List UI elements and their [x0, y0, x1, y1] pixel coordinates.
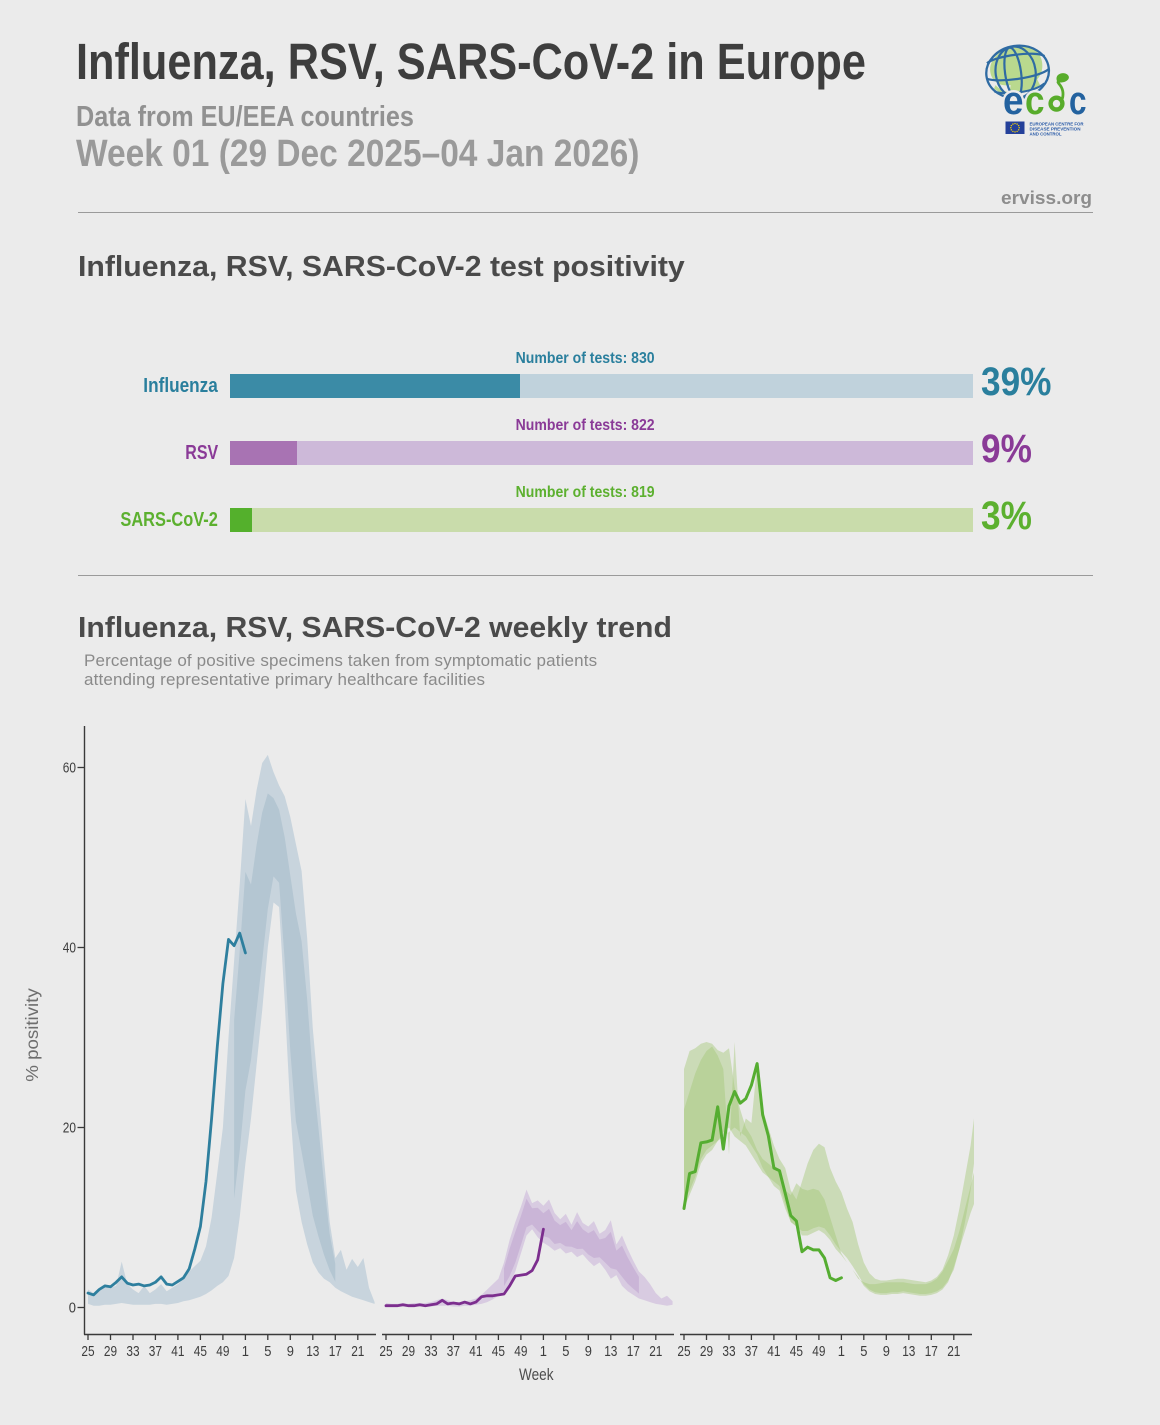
svg-text:5: 5 [562, 1344, 569, 1360]
svg-text:33: 33 [126, 1344, 139, 1360]
svg-text:33: 33 [424, 1344, 437, 1360]
svg-text:60: 60 [63, 761, 76, 777]
svg-text:25: 25 [677, 1344, 690, 1360]
svg-text:21: 21 [947, 1344, 960, 1360]
svg-text:41: 41 [171, 1344, 184, 1360]
svg-text:17: 17 [925, 1344, 938, 1360]
svg-text:45: 45 [790, 1344, 803, 1360]
svg-text:25: 25 [81, 1344, 94, 1360]
svg-text:EUROPEAN CENTRE FOR: EUROPEAN CENTRE FOR [1030, 122, 1084, 128]
svg-text:25: 25 [379, 1344, 392, 1360]
svg-text:9: 9 [585, 1344, 592, 1360]
svg-text:29: 29 [104, 1344, 117, 1360]
svg-text:% positivity: % positivity [22, 988, 42, 1082]
svg-text:0: 0 [69, 1301, 76, 1317]
svg-text:1: 1 [242, 1344, 249, 1360]
svg-text:41: 41 [767, 1344, 780, 1360]
svg-text:40: 40 [63, 941, 76, 957]
svg-text:29: 29 [402, 1344, 415, 1360]
svg-text:17: 17 [329, 1344, 342, 1360]
svg-text:37: 37 [149, 1344, 162, 1360]
svg-text:21: 21 [351, 1344, 364, 1360]
svg-text:5: 5 [860, 1344, 867, 1360]
svg-text:41: 41 [469, 1344, 482, 1360]
svg-text:DISEASE PREVENTION: DISEASE PREVENTION [1030, 127, 1081, 133]
svg-text:37: 37 [745, 1344, 758, 1360]
svg-text:20: 20 [63, 1121, 76, 1137]
svg-text:37: 37 [447, 1344, 460, 1360]
svg-text:1: 1 [838, 1344, 845, 1360]
svg-text:AND CONTROL: AND CONTROL [1030, 132, 1062, 138]
svg-text:13: 13 [902, 1344, 915, 1360]
svg-text:c: c [1025, 79, 1045, 123]
svg-text:13: 13 [604, 1344, 617, 1360]
svg-text:17: 17 [627, 1344, 640, 1360]
svg-text:Week: Week [519, 1366, 554, 1384]
svg-text:29: 29 [700, 1344, 713, 1360]
svg-text:49: 49 [812, 1344, 825, 1360]
svg-text:49: 49 [216, 1344, 229, 1360]
svg-text:9: 9 [287, 1344, 294, 1360]
svg-text:33: 33 [722, 1344, 735, 1360]
svg-text:49: 49 [514, 1344, 527, 1360]
svg-text:e: e [1003, 79, 1024, 123]
svg-text:5: 5 [264, 1344, 271, 1360]
svg-text:45: 45 [492, 1344, 505, 1360]
svg-text:9: 9 [883, 1344, 890, 1360]
svg-text:c: c [1069, 79, 1087, 123]
svg-text:13: 13 [306, 1344, 319, 1360]
svg-text:1: 1 [540, 1344, 547, 1360]
svg-text:21: 21 [649, 1344, 662, 1360]
svg-text:45: 45 [194, 1344, 207, 1360]
